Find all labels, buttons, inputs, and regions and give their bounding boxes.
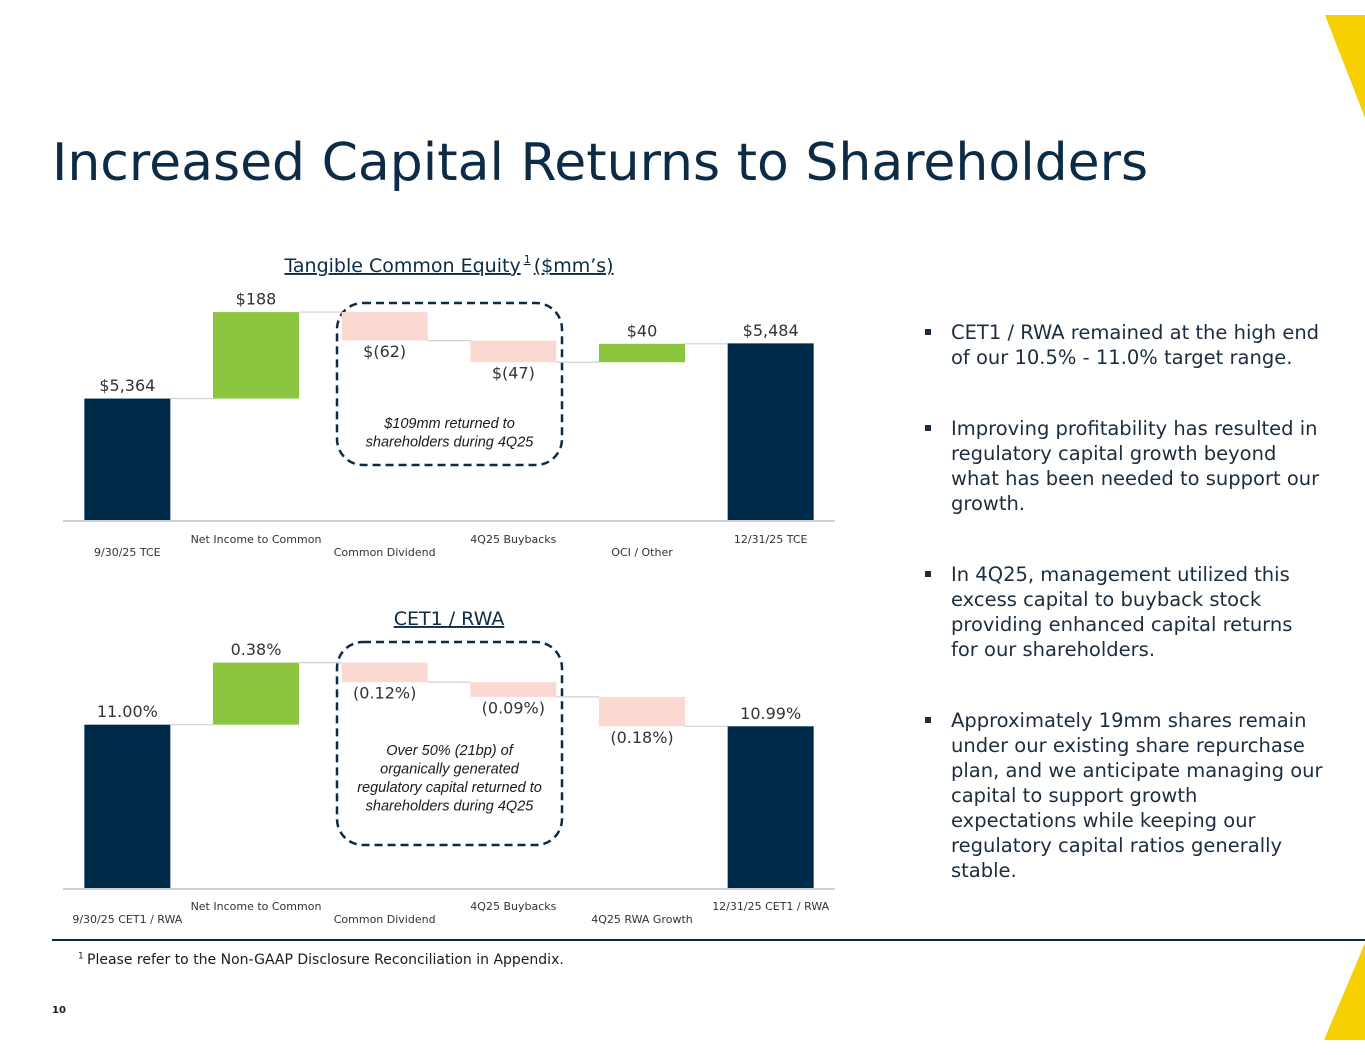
value-label: $(47) xyxy=(492,364,535,383)
category-label: Common Dividend xyxy=(334,546,436,559)
bullet-list: CET1 / RWA remained at the high end of o… xyxy=(925,320,1325,929)
annotation-box xyxy=(335,640,564,847)
category-label: 4Q25 Buybacks xyxy=(470,533,556,546)
chart-title: Tangible Common Equity 1 ($mm’s) xyxy=(283,253,613,277)
value-label: 11.00% xyxy=(97,702,158,721)
footnote-mark: 1 xyxy=(78,952,84,962)
slide-title: Increased Capital Returns to Shareholder… xyxy=(52,133,1148,193)
annotation: $109mm returned to xyxy=(383,416,515,432)
category-label: 12/31/25 TCE xyxy=(734,533,808,546)
value-label: (0.09%) xyxy=(482,698,545,717)
title-suffix: ($mm’s) xyxy=(534,255,614,277)
chart-title: CET1 / RWA xyxy=(394,608,505,630)
category-label: Common Dividend xyxy=(334,913,436,926)
value-label: 0.38% xyxy=(231,640,282,659)
increase-bar xyxy=(213,662,299,725)
value-label: 10.99% xyxy=(740,704,801,723)
category-label: 12/31/25 CET1 / RWA xyxy=(712,900,829,913)
value-label: $5,364 xyxy=(99,376,155,395)
bullet: Approximately 19mm shares remain under o… xyxy=(925,708,1325,883)
bullet: Improving profitability has resulted in … xyxy=(925,416,1325,516)
annotation: shareholders during 4Q25 xyxy=(366,434,535,450)
decrease-bar xyxy=(470,340,557,363)
value-label: (0.12%) xyxy=(353,684,416,703)
value-label: (0.18%) xyxy=(610,728,673,747)
decrease-bar xyxy=(599,696,685,727)
value-label: $188 xyxy=(236,290,277,309)
total-bar xyxy=(84,398,171,520)
corner-accent xyxy=(1325,15,1365,118)
category-label: 9/30/25 CET1 / RWA xyxy=(72,913,182,926)
value-label: $40 xyxy=(627,321,658,340)
value-label: $(62) xyxy=(363,342,406,361)
title-footnote-mark: 1 xyxy=(524,253,531,266)
total-bar xyxy=(727,726,814,888)
decrease-bar xyxy=(470,682,557,697)
title-text: CET1 / RWA xyxy=(394,608,505,630)
increase-bar xyxy=(599,343,685,363)
annotation: organically generated xyxy=(380,761,520,777)
annotation: shareholders during 4Q25 xyxy=(366,798,535,814)
category-label: 4Q25 RWA Growth xyxy=(591,913,692,926)
annotation: regulatory capital returned to xyxy=(357,780,542,796)
bullet: CET1 / RWA remained at the high end of o… xyxy=(925,320,1325,370)
page-number: 10 xyxy=(52,1005,66,1016)
corner-accent xyxy=(1324,943,1365,1040)
total-bar xyxy=(727,343,814,520)
annotation: Over 50% (21bp) of xyxy=(386,743,515,759)
decrease-bar xyxy=(341,312,428,341)
title-text: Tangible Common Equity xyxy=(283,255,520,277)
decrease-bar xyxy=(341,662,428,683)
category-label: 4Q25 Buybacks xyxy=(470,900,556,913)
increase-bar xyxy=(213,312,299,399)
category-label: OCI / Other xyxy=(611,546,673,559)
category-label: Net Income to Common xyxy=(191,533,322,546)
value-label: $5,484 xyxy=(743,321,799,340)
total-bar xyxy=(84,724,171,888)
bullet: In 4Q25, management utilized this excess… xyxy=(925,562,1325,662)
category-label: Net Income to Common xyxy=(191,900,322,913)
category-label: 9/30/25 TCE xyxy=(94,546,161,559)
footnote: Please refer to the Non-GAAP Disclosure … xyxy=(87,952,564,968)
